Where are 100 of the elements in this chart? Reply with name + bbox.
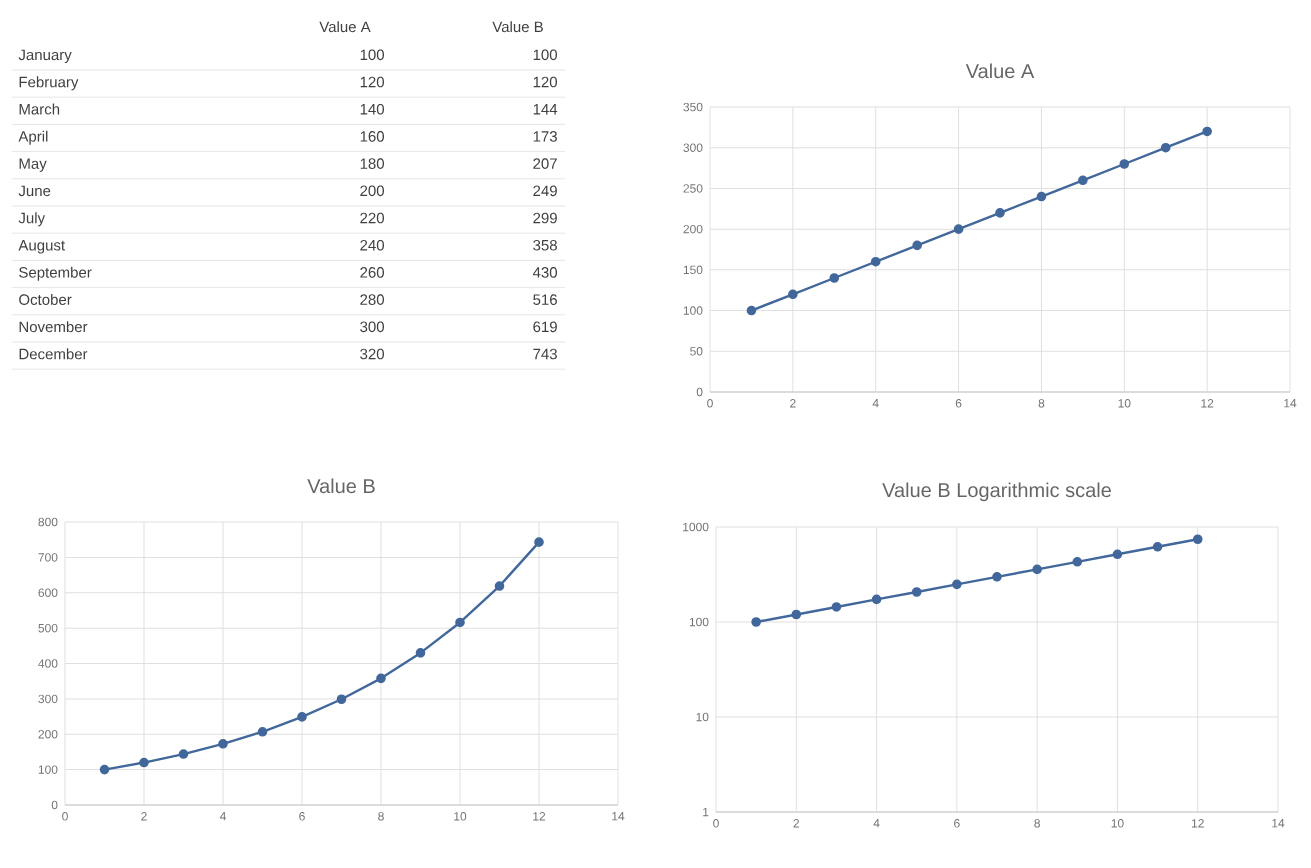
- y-tick-label: 100: [683, 306, 703, 315]
- category-label: April: [18, 130, 48, 145]
- x-tick-label: 4: [219, 812, 226, 821]
- point: [297, 712, 307, 722]
- point: [992, 572, 1002, 582]
- category-label: March: [19, 103, 60, 115]
- x-tick-label: 6: [299, 812, 305, 821]
- x-tick-label: 0: [713, 819, 719, 828]
- point: [1202, 126, 1212, 137]
- point: [1119, 159, 1130, 169]
- data-label: 299: [533, 212, 557, 224]
- x-tick-label: 8: [1038, 399, 1045, 408]
- data-label: 249: [533, 185, 557, 197]
- point: [178, 749, 189, 759]
- data-label: 120: [360, 76, 385, 88]
- point: [751, 617, 761, 627]
- data-label: 220: [360, 212, 385, 224]
- point: [1160, 142, 1171, 153]
- x-tick-label: 12: [1191, 819, 1204, 828]
- data-label: 140: [360, 103, 385, 115]
- point: [1072, 557, 1083, 567]
- data-label: 320: [360, 348, 385, 360]
- y-tick-label: 250: [683, 184, 703, 193]
- point: [534, 537, 544, 547]
- y-tick-label: 10: [696, 712, 709, 722]
- y-tick-label: 800: [38, 517, 58, 527]
- point: [831, 602, 842, 612]
- y-tick-label: 300: [683, 143, 703, 152]
- point: [139, 757, 149, 768]
- y-tick-label: 200: [683, 224, 703, 234]
- x-tick-label: 4: [873, 819, 880, 828]
- y-tick-label: 100: [689, 617, 709, 627]
- category-label: June: [18, 185, 51, 197]
- point: [376, 673, 386, 684]
- point: [99, 764, 110, 775]
- y-tick-label: 0: [51, 800, 58, 810]
- point: [995, 208, 1005, 218]
- text: Value A: [319, 21, 371, 33]
- x-tick-label: 2: [790, 399, 796, 408]
- y-tick-label: 50: [690, 347, 703, 356]
- chart-title: Value A: [965, 63, 1035, 79]
- data-label: 619: [533, 321, 557, 333]
- data-label: 300: [360, 321, 385, 333]
- x-tick-label: 8: [1034, 819, 1040, 828]
- data-label: 120: [533, 76, 558, 88]
- data-label: 358: [533, 239, 557, 251]
- point: [257, 726, 268, 737]
- y-tick-label: 500: [38, 623, 58, 633]
- x-tick-label: 10: [1118, 399, 1131, 408]
- x-tick-label: 10: [1111, 819, 1124, 828]
- chart-title: Value B: [307, 478, 375, 494]
- category-label: July: [18, 212, 46, 227]
- data-label: 516: [533, 294, 557, 305]
- category-label: January: [18, 49, 72, 64]
- x-tick-label: 2: [793, 819, 800, 828]
- x-tick-label: 14: [1284, 399, 1297, 408]
- y-tick-label: 300: [38, 694, 58, 704]
- point: [952, 579, 962, 590]
- category-label: May: [19, 158, 47, 172]
- x-tick-label: 2: [141, 812, 147, 821]
- data-label: 200: [360, 185, 385, 197]
- x-tick-label: 6: [955, 399, 962, 408]
- category-label: December: [19, 348, 88, 360]
- x-tick-label: 0: [62, 812, 68, 821]
- point: [336, 694, 347, 705]
- x-tick-label: 10: [454, 812, 467, 821]
- y-tick-label: 0: [696, 387, 703, 397]
- data-label: 207: [533, 158, 557, 169]
- y-tick-label: 100: [38, 765, 58, 774]
- x-tick-label: 14: [1272, 819, 1285, 828]
- y-tick-label: 600: [38, 588, 58, 598]
- x-tick-label: 12: [533, 812, 546, 821]
- point: [871, 594, 882, 605]
- category-label: October: [19, 293, 72, 305]
- y-tick-label: 1000: [683, 522, 709, 532]
- point: [1032, 564, 1042, 575]
- category-label: November: [19, 321, 88, 333]
- category-label: August: [18, 240, 65, 254]
- data-label: 173: [533, 131, 557, 142]
- y-tick-label: 350: [683, 102, 703, 112]
- point: [1152, 542, 1163, 552]
- data-label: 144: [533, 104, 558, 115]
- point: [494, 581, 505, 591]
- category-label: September: [19, 266, 92, 281]
- category-label: February: [19, 76, 79, 91]
- data-label: 100: [533, 49, 558, 61]
- point: [746, 305, 757, 316]
- x-tick-label: 12: [1201, 399, 1214, 408]
- point: [870, 256, 881, 267]
- point: [911, 587, 922, 597]
- point: [218, 739, 228, 749]
- y-tick-label: 1: [703, 807, 709, 817]
- x-tick-label: 14: [612, 812, 625, 821]
- data-label: 180: [360, 158, 385, 169]
- y-tick-label: 200: [38, 730, 58, 739]
- text: Value B: [492, 21, 543, 33]
- chart-title: Value B Logarithmic scale: [882, 482, 1111, 502]
- data-label: 280: [360, 294, 385, 305]
- x-tick-label: 6: [954, 819, 960, 828]
- y-tick-label: 700: [38, 553, 58, 562]
